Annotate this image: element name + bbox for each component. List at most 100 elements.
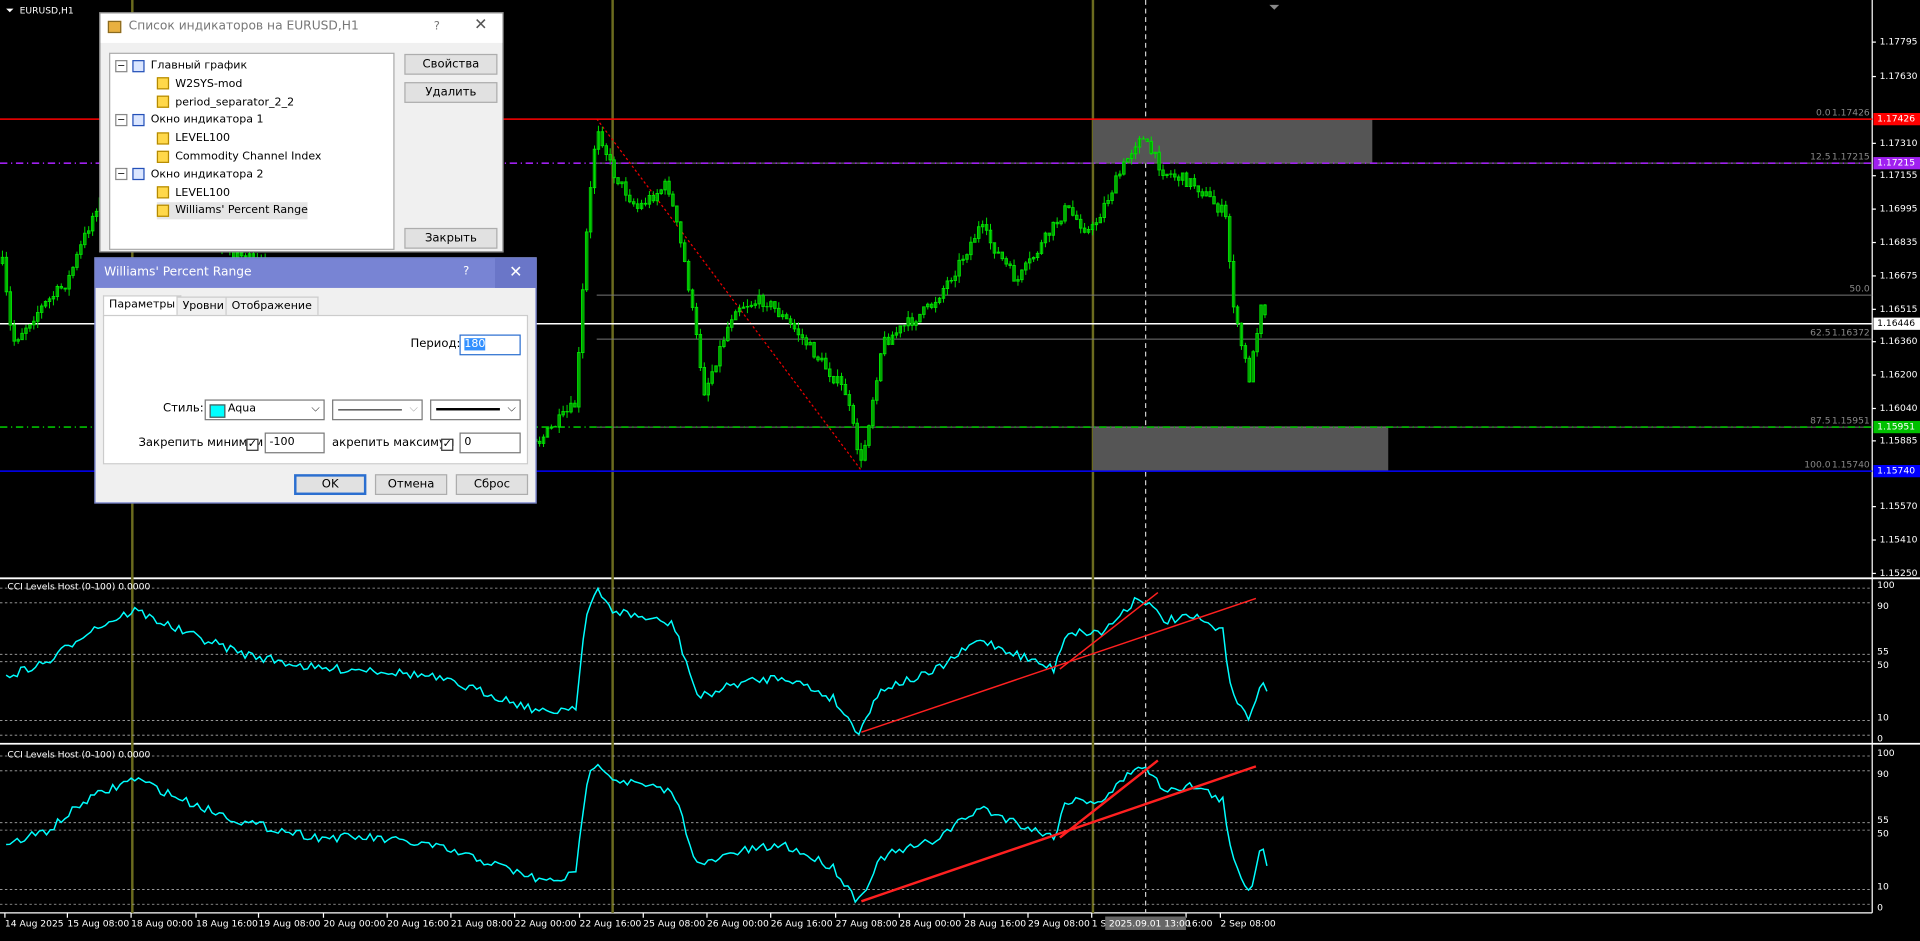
price-label: 1.16360 xyxy=(1880,336,1918,347)
indicator-title: CCI Levels Host (0-100) 0.0000 xyxy=(7,749,150,760)
title-bar: Williams' Percent Range ? ✕ xyxy=(95,258,537,288)
line-style-sample xyxy=(338,409,402,411)
period-value: 180 xyxy=(464,338,486,351)
price-label: 1.16040 xyxy=(1880,403,1918,414)
fib-level: 12.5 xyxy=(1810,152,1831,163)
properties-button[interactable]: Свойства xyxy=(404,53,498,75)
trendline xyxy=(1059,759,1159,839)
indicator-scale-label: 100 xyxy=(1877,748,1895,759)
time-label: 18 Aug 16:00 xyxy=(196,918,258,929)
help-button[interactable]: ? xyxy=(463,264,470,279)
group-label: Окно индикатора 1 xyxy=(150,114,264,127)
fib-price: 1.17426 xyxy=(1832,108,1870,119)
time-label: 21 Aug 08:00 xyxy=(451,918,513,929)
fix-min-input[interactable]: -100 xyxy=(264,432,325,454)
fix-min-checkbox[interactable]: ✓ xyxy=(246,438,259,451)
line-style-select[interactable]: ⌵ xyxy=(332,399,423,421)
price-label: 1.16835 xyxy=(1880,237,1918,248)
close-button[interactable]: ✕ xyxy=(474,15,488,35)
price-marker: 1.17426 xyxy=(1877,114,1915,125)
price-label: 1.17155 xyxy=(1880,170,1918,181)
delete-button[interactable]: Удалить xyxy=(404,82,498,103)
fib-level: 100.0 xyxy=(1804,460,1830,471)
indicator-scale-label: 55 xyxy=(1877,815,1889,826)
indicator-icon xyxy=(156,186,170,199)
price-label: 1.15885 xyxy=(1880,435,1918,446)
indicator-icon xyxy=(156,77,170,90)
tree-item[interactable]: LEVEL100 xyxy=(156,130,231,147)
color-select[interactable]: Aqua ⌵ xyxy=(204,399,325,421)
dropdown-arrow: ⌵ xyxy=(507,403,516,416)
time-label: 26 Aug 16:00 xyxy=(771,918,833,929)
tree-item[interactable]: Williams' Percent Range xyxy=(156,202,308,220)
item-label: Commodity Channel Index xyxy=(175,150,322,163)
properties-dialog: Williams' Percent Range ? ✕ Параметры Ур… xyxy=(94,257,537,504)
tree-item[interactable]: W2SYS-mod xyxy=(156,76,242,93)
tree-item[interactable]: period_separator_2_2 xyxy=(156,94,295,111)
price-label: 1.17630 xyxy=(1880,71,1918,82)
tab-panel: Период: 180 Стиль: Aqua ⌵ ⌵ ⌵ Закрепить м… xyxy=(102,314,529,465)
tree-item[interactable]: LEVEL100 xyxy=(156,185,231,202)
window-icon xyxy=(132,113,145,127)
time-label: 20 Aug 16:00 xyxy=(387,918,449,929)
time-label: 25 Aug 08:00 xyxy=(643,918,705,929)
fib-price: 1.15951 xyxy=(1832,416,1870,427)
tab-levels[interactable]: Уровни xyxy=(176,296,231,317)
item-label: LEVEL100 xyxy=(175,132,231,145)
expander: − xyxy=(115,59,128,72)
indicator-title: CCI Levels Host (0-100) 0.0000 xyxy=(7,581,150,592)
indicator-icon xyxy=(156,150,170,163)
indicator-icon xyxy=(156,131,170,145)
app-icon xyxy=(107,20,122,34)
time-label: 1 S xyxy=(1092,918,1107,929)
indicator-scale-label: 0 xyxy=(1877,902,1883,913)
tree-group[interactable]: − Окно индикатора 1 xyxy=(115,112,264,129)
trendline xyxy=(1059,591,1159,670)
chart-title: EURUSD,H1 xyxy=(20,6,74,17)
ok-button[interactable]: OK xyxy=(294,474,367,496)
tree-group[interactable]: − Главный график xyxy=(115,58,247,75)
fix-max-label: акрепить максимум xyxy=(332,436,455,450)
fix-max-checkbox[interactable]: ✓ xyxy=(441,438,454,451)
line-width-select[interactable]: ⌵ xyxy=(430,399,521,421)
title-arrow xyxy=(6,8,14,13)
tree-group[interactable]: − Окно индикатора 2 xyxy=(115,166,264,183)
trendline xyxy=(861,597,1257,733)
wpr-line xyxy=(6,763,1268,904)
price-label: 1.16200 xyxy=(1880,370,1918,381)
fix-max-input[interactable]: 0 xyxy=(459,432,521,454)
indicator-scale-label: 55 xyxy=(1877,646,1889,657)
price-marker-bg xyxy=(1873,420,1920,434)
price-marker: 1.15740 xyxy=(1877,466,1915,477)
close-dialog-button[interactable]: Закрыть xyxy=(404,227,498,249)
help-button[interactable]: ? xyxy=(433,19,440,34)
item-label: LEVEL100 xyxy=(175,186,231,200)
tab-parameters[interactable]: Параметры xyxy=(102,295,182,318)
time-label: 20 Aug 00:00 xyxy=(323,918,385,929)
time-label: 18 Aug 00:00 xyxy=(131,918,193,929)
line-width-sample xyxy=(436,408,500,411)
price-marker: 1.15951 xyxy=(1877,422,1915,433)
expander: − xyxy=(115,113,128,127)
dialog-title: Список индикаторов на EURUSD,H1 xyxy=(128,19,359,34)
cancel-button[interactable]: Отмена xyxy=(374,474,448,496)
close-button[interactable]: ✕ xyxy=(495,258,537,288)
title-bar: Список индикаторов на EURUSD,H1 ? ✕ xyxy=(100,13,503,43)
period-input[interactable]: 180 xyxy=(459,334,521,356)
fib-level: 87.5 xyxy=(1810,416,1831,427)
crosshair-time: 2025.09.01 13:00 xyxy=(1109,918,1191,929)
fib-level: 62.5 xyxy=(1810,328,1831,339)
tab-display[interactable]: Отображение xyxy=(225,296,318,317)
indicator-icon xyxy=(156,204,170,217)
dropdown-arrow: ⌵ xyxy=(409,403,418,416)
trendline xyxy=(860,765,1257,903)
price-label: 1.15410 xyxy=(1880,535,1918,546)
price-label: 1.17795 xyxy=(1880,37,1918,48)
time-label: 2 Sep 08:00 xyxy=(1220,918,1276,929)
item-label: period_separator_2_2 xyxy=(175,96,295,109)
time-label: 27 Aug 08:00 xyxy=(836,918,898,929)
group-label: Окно индикатора 2 xyxy=(150,168,264,182)
tree-item[interactable]: Commodity Channel Index xyxy=(156,148,322,165)
reset-button[interactable]: Сброс xyxy=(455,474,529,496)
